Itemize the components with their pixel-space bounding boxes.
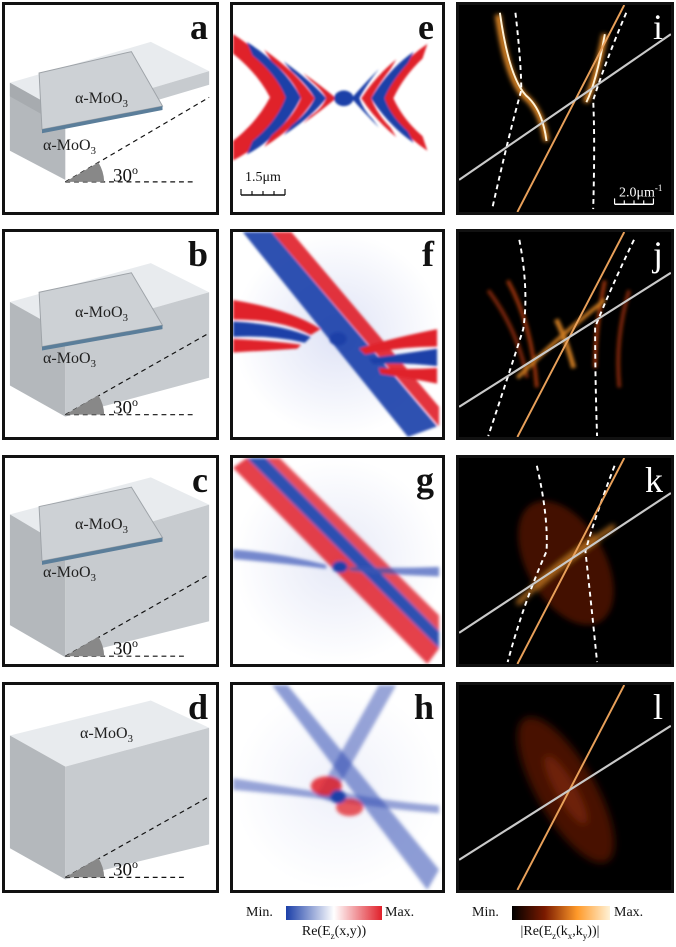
panel-b: b α-MoO3 α-MoO3 30o xyxy=(2,229,219,440)
colorbar-real-label: Re(Ez(x,y)) xyxy=(301,924,367,941)
panel-label: j xyxy=(652,234,663,274)
panel-h: h xyxy=(230,682,445,893)
bilayer-schematic-thin xyxy=(9,41,210,183)
panel-label: h xyxy=(413,687,434,727)
twist-angle-label: 30o xyxy=(113,636,138,660)
scale-bar-label: 1.5μm xyxy=(245,170,281,185)
bilayer-schematic-thick xyxy=(9,477,210,658)
field-map-e xyxy=(233,34,428,161)
panel-a: a α-MoO3 α-MoO3 30o xyxy=(2,2,219,215)
panel-label: a xyxy=(190,7,208,47)
panel-label: e xyxy=(418,7,434,47)
bottom-layer-label: α-MoO3 xyxy=(43,350,96,371)
panel-label: c xyxy=(192,460,208,500)
colorbar-abs-max: Max. xyxy=(614,905,644,920)
field-map-h xyxy=(233,685,442,890)
scale-bar xyxy=(240,189,286,196)
colorbar-real-min: Min. xyxy=(246,905,273,920)
twist-angle-label: 30o xyxy=(113,395,138,419)
bilayer-schematic-medium xyxy=(9,263,210,417)
twist-angle-label: 30o xyxy=(113,163,138,187)
panel-label: i xyxy=(652,7,663,47)
field-map-g xyxy=(233,458,442,664)
colorbar-abs-min: Min. xyxy=(472,905,499,920)
panel-j: j xyxy=(456,229,674,440)
field-map-f xyxy=(233,232,442,437)
panel-d: d α-MoO3 30o xyxy=(2,682,219,893)
colorbar-real-max: Max. xyxy=(385,905,415,920)
panel-label: k xyxy=(645,460,663,500)
scale-bar-label: 2.0μm-1 xyxy=(619,183,663,201)
panel-l: l xyxy=(456,682,674,893)
bottom-layer-label: α-MoO3 xyxy=(43,564,96,585)
panel-label: g xyxy=(416,460,434,500)
panel-c: c α-MoO3 α-MoO3 30o xyxy=(2,455,219,667)
colorbar-abs xyxy=(512,906,610,920)
panel-label: l xyxy=(652,687,663,727)
panel-k: k xyxy=(456,455,674,667)
colorbar-real xyxy=(286,906,382,920)
panel-label: d xyxy=(187,687,208,727)
panel-label: f xyxy=(422,234,434,274)
panel-i: i 2.0μm-1 xyxy=(456,2,674,215)
twist-angle-label: 30o xyxy=(113,857,138,881)
momentum-map-k xyxy=(459,458,671,664)
top-layer-label: α-MoO3 xyxy=(75,304,128,325)
panel-label: b xyxy=(187,234,208,274)
panel-e: e 1.5μm xyxy=(230,2,445,215)
top-layer-label: α-MoO3 xyxy=(80,725,133,746)
top-layer-label: α-MoO3 xyxy=(75,90,128,111)
momentum-map-j xyxy=(459,232,671,437)
bottom-layer-label: α-MoO3 xyxy=(43,137,96,158)
colorbar-abs-label: |Re(Ez(kx,ky))| xyxy=(520,924,600,941)
panel-g: g xyxy=(230,455,445,667)
panel-f: f xyxy=(230,229,445,440)
momentum-map-l xyxy=(459,685,671,890)
top-layer-label: α-MoO3 xyxy=(75,516,128,537)
bulk-schematic xyxy=(9,700,210,880)
momentum-map-i xyxy=(459,5,671,212)
